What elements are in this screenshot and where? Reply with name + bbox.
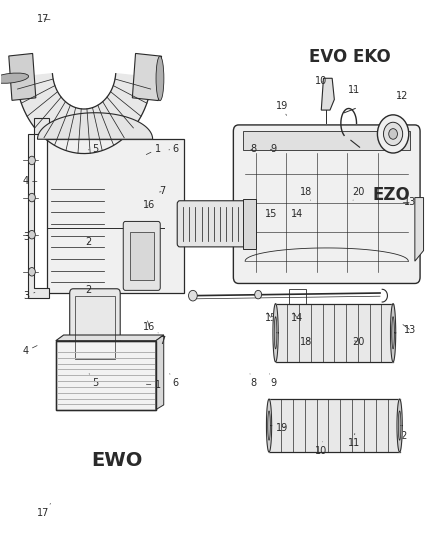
Circle shape	[254, 290, 261, 299]
Polygon shape	[268, 411, 270, 440]
Circle shape	[384, 122, 403, 146]
Text: 7: 7	[159, 187, 166, 197]
Polygon shape	[28, 118, 49, 298]
Bar	[243, 131, 410, 150]
Text: EWO: EWO	[91, 450, 142, 470]
Text: 12: 12	[396, 91, 408, 101]
Text: 3: 3	[24, 290, 35, 301]
Text: 20: 20	[352, 336, 364, 346]
Text: 6: 6	[169, 144, 179, 154]
Circle shape	[378, 115, 409, 153]
Text: 2: 2	[85, 282, 92, 295]
Polygon shape	[16, 74, 152, 154]
Text: 10: 10	[315, 76, 327, 86]
Circle shape	[28, 230, 35, 239]
Text: 19: 19	[276, 101, 288, 115]
Bar	[56, 341, 156, 410]
Text: 4: 4	[22, 345, 37, 357]
Polygon shape	[274, 317, 277, 349]
Text: 15: 15	[265, 313, 277, 324]
Polygon shape	[415, 198, 424, 261]
Text: 11: 11	[348, 85, 360, 94]
Text: 3: 3	[24, 232, 35, 242]
Polygon shape	[398, 411, 401, 440]
Text: 14: 14	[291, 313, 304, 324]
Ellipse shape	[156, 56, 164, 101]
FancyBboxPatch shape	[123, 221, 160, 290]
Text: 9: 9	[270, 144, 276, 154]
Circle shape	[28, 156, 35, 165]
Polygon shape	[9, 53, 36, 100]
Text: 14: 14	[291, 209, 304, 219]
Text: 20: 20	[352, 187, 364, 200]
Polygon shape	[273, 304, 278, 362]
Text: 4: 4	[22, 176, 37, 186]
Text: 2: 2	[85, 237, 92, 247]
Text: 9: 9	[269, 374, 276, 388]
Polygon shape	[397, 399, 402, 452]
Bar	[47, 139, 184, 293]
Bar	[243, 199, 256, 249]
Text: 5: 5	[88, 144, 98, 154]
Bar	[56, 341, 156, 410]
FancyBboxPatch shape	[70, 289, 120, 366]
Polygon shape	[276, 304, 393, 362]
Text: 5: 5	[89, 374, 98, 388]
Polygon shape	[392, 317, 394, 349]
Polygon shape	[391, 304, 396, 362]
FancyBboxPatch shape	[233, 125, 420, 284]
Text: 17: 17	[36, 504, 50, 518]
Polygon shape	[56, 335, 164, 341]
Text: 18: 18	[300, 187, 312, 200]
Text: 15: 15	[265, 209, 277, 219]
Polygon shape	[132, 53, 162, 101]
Text: 1: 1	[146, 144, 161, 155]
Polygon shape	[321, 78, 334, 110]
Polygon shape	[156, 335, 164, 410]
Polygon shape	[266, 399, 272, 452]
Text: 16: 16	[143, 321, 155, 332]
Text: 11: 11	[348, 433, 360, 448]
Text: 13: 13	[403, 197, 417, 207]
FancyBboxPatch shape	[177, 201, 250, 247]
Text: 17: 17	[36, 14, 50, 24]
Text: 7: 7	[158, 333, 166, 346]
Text: 19: 19	[276, 423, 288, 432]
Text: 12: 12	[396, 431, 408, 441]
Polygon shape	[269, 399, 399, 452]
Circle shape	[188, 290, 197, 301]
Text: 18: 18	[300, 336, 312, 346]
Circle shape	[28, 193, 35, 202]
Circle shape	[389, 128, 397, 139]
Text: 8: 8	[251, 144, 257, 154]
Text: 1: 1	[146, 380, 161, 390]
Bar	[130, 232, 154, 280]
Bar	[75, 296, 115, 359]
Text: 13: 13	[403, 325, 417, 335]
Text: 16: 16	[143, 200, 155, 211]
Ellipse shape	[0, 73, 28, 83]
Circle shape	[28, 268, 35, 276]
Text: 8: 8	[250, 374, 257, 388]
Text: EVO EKO: EVO EKO	[309, 48, 390, 66]
Polygon shape	[38, 113, 153, 139]
Text: 6: 6	[170, 374, 179, 388]
Text: 10: 10	[315, 442, 327, 456]
Text: EZO: EZO	[372, 186, 410, 204]
